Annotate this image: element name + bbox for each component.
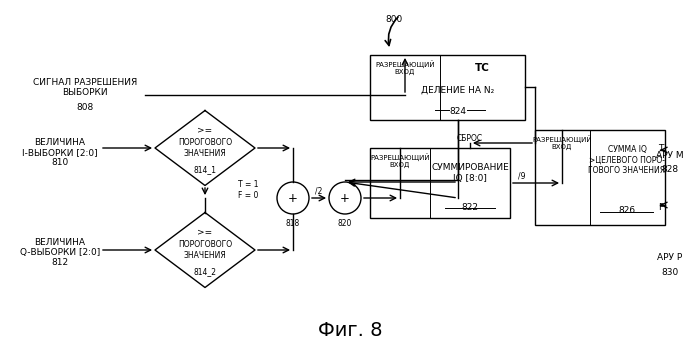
Bar [370,148,510,218]
Text: /9: /9 [518,171,526,180]
Text: ПОРОГОВОГО
ЗНАЧЕНИЯ: ПОРОГОВОГО ЗНАЧЕНИЯ [178,240,232,260]
Text: 814_2: 814_2 [193,268,216,277]
Text: 820: 820 [338,219,352,228]
Text: >=: >= [197,126,213,135]
Text: АРУ М: АРУ М [656,151,684,160]
Text: ПОРОГОВОГО
ЗНАЧЕНИЯ: ПОРОГОВОГО ЗНАЧЕНИЯ [178,138,232,158]
Text: 826: 826 [618,206,636,215]
Text: ВЕЛИЧИНА
I-ВЫБОРКИ [2:0]: ВЕЛИЧИНА I-ВЫБОРКИ [2:0] [22,138,98,158]
Bar [535,130,665,225]
Text: РАЗРЕШАЮЩИЙ
ВХОД: РАЗРЕШАЮЩИЙ ВХОД [532,135,592,150]
Text: 828: 828 [662,165,678,174]
Text: СУММА IQ
>ЦЕЛЕВОГО ПОРО-
ГОВОГО ЗНАЧЕНИЯ: СУММА IQ >ЦЕЛЕВОГО ПОРО- ГОВОГО ЗНАЧЕНИЯ [589,145,666,175]
Text: РАЗРЕШАЮЩИЙ
ВХОД: РАЗРЕШАЮЩИЙ ВХОД [370,153,430,168]
Text: 814_1: 814_1 [193,165,216,174]
Text: +: + [340,192,350,204]
Text: ВЕЛИЧИНА
Q-ВЫБОРКИ [2:0]: ВЕЛИЧИНА Q-ВЫБОРКИ [2:0] [20,238,100,257]
Text: >=: >= [197,227,213,237]
Text: TC: TC [475,63,489,73]
Text: 822: 822 [461,203,479,212]
Text: /2: /2 [315,186,323,195]
Text: F: F [658,203,663,212]
Text: АРУ Р: АРУ Р [657,254,682,262]
Text: +: + [288,192,298,204]
Text: 824: 824 [449,107,466,116]
Text: T = 1
F = 0: T = 1 F = 0 [238,180,258,200]
Text: Фиг. 8: Фиг. 8 [318,321,382,340]
Bar [370,55,525,120]
Text: 800: 800 [385,15,402,24]
Text: 810: 810 [51,158,69,167]
Text: СИГНАЛ РАЗРЕШЕНИЯ
ВЫБОРКИ: СИГНАЛ РАЗРЕШЕНИЯ ВЫБОРКИ [33,78,137,97]
Text: СБРОС: СБРОС [457,134,483,143]
Text: ДЕЛЕНИЕ НА N₂: ДЕЛЕНИЕ НА N₂ [421,86,495,95]
Text: T: T [657,143,663,152]
Text: РАЗРЕШАЮЩИЙ
ВХОД: РАЗРЕШАЮЩИЙ ВХОД [375,60,435,75]
Text: 830: 830 [662,268,678,277]
Text: СУММИРОВАНИЕ
IQ [8:0]: СУММИРОВАНИЕ IQ [8:0] [431,163,509,183]
Text: 808: 808 [76,103,94,112]
Text: 812: 812 [51,258,69,267]
Text: 818: 818 [286,219,300,228]
